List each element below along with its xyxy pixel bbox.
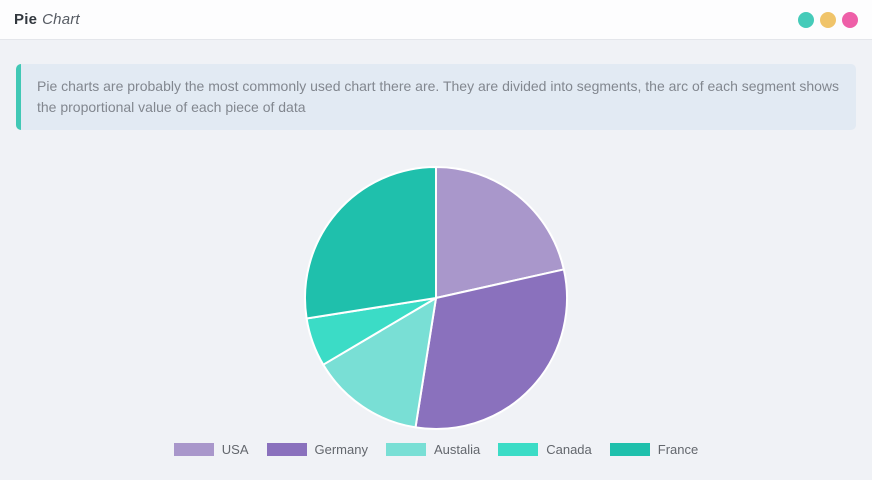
legend-item-germany[interactable]: Germany [266,442,368,457]
pie-segment-austalia[interactable] [321,296,438,429]
legend-label: Austalia [433,442,481,457]
page-title: Pie Chart [14,11,80,28]
legend-swatch-canada [498,443,539,456]
legend-item-usa[interactable]: USA [173,442,249,457]
chart-area: USA Germany Austalia Canada France [0,163,872,457]
legend-swatch-austalia [385,443,426,456]
legend-label: Canada [546,442,592,457]
legend-item-austalia[interactable]: Austalia [385,442,481,457]
legend-label: France [657,442,699,457]
pie-segment-germany[interactable] [414,268,569,430]
legend-item-canada[interactable]: Canada [498,442,592,457]
header-pink-dot [842,11,858,28]
pie-segment-usa[interactable] [435,165,566,300]
legend-item-france[interactable]: France [609,442,699,457]
legend-swatch-germany [266,443,307,456]
app-header: Pie Chart [0,0,872,40]
legend-label: USA [221,442,249,457]
chart-legend: USA Germany Austalia Canada France [173,442,699,457]
info-banner-text: Pie charts are probably the most commonl… [37,78,840,115]
header-dots [798,11,858,28]
pie-chart [304,165,569,430]
legend-label: Germany [314,442,368,457]
header-teal-dot [798,11,814,28]
legend-swatch-france [609,443,650,456]
header-yellow-dot [820,11,836,28]
legend-swatch-usa [173,443,214,456]
pie-segment-france[interactable] [304,165,437,320]
page-title-secondary: Chart [42,11,80,28]
page-title-primary: Pie [14,11,38,28]
info-banner: Pie charts are probably the most commonl… [16,64,856,130]
